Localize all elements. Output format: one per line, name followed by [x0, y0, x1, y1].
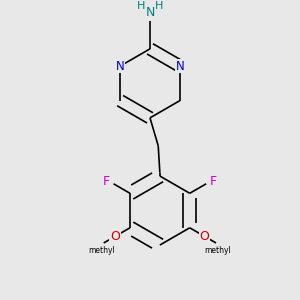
Text: methyl: methyl — [89, 246, 116, 255]
Text: methyl: methyl — [204, 246, 231, 255]
Text: O: O — [200, 230, 210, 243]
Text: N: N — [116, 60, 124, 73]
Text: H: H — [155, 1, 164, 11]
Text: N: N — [176, 60, 184, 73]
Text: H: H — [136, 1, 145, 11]
Text: N: N — [145, 6, 155, 19]
Text: F: F — [103, 175, 110, 188]
Text: O: O — [110, 230, 120, 243]
Text: F: F — [210, 175, 217, 188]
